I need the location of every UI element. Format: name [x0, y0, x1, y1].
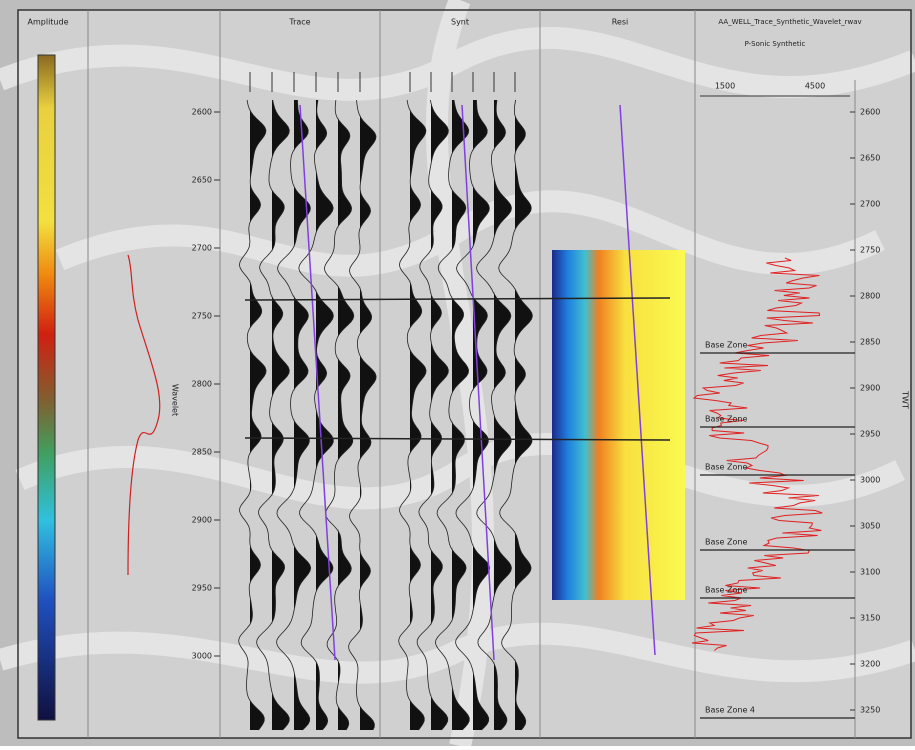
depth-label: 2900	[860, 384, 880, 393]
zone-label: Base Zone	[705, 538, 747, 547]
zone-label: Base Zone	[705, 415, 747, 424]
panel-title: Synt	[451, 18, 469, 27]
zone-label: Base Zone	[705, 586, 747, 595]
depth-label: 3050	[860, 522, 880, 531]
depth-label: 3250	[860, 706, 880, 715]
depth-label: 2800	[192, 380, 212, 389]
depth-label: 2700	[860, 200, 880, 209]
zone-label: Base Zone	[705, 463, 747, 472]
depth-label: 2700	[192, 244, 212, 253]
right-axis-title: TWT	[901, 390, 910, 409]
depth-label: 3150	[860, 614, 880, 623]
depth-label: 3100	[860, 568, 880, 577]
depth-label: 2900	[192, 516, 212, 525]
zone-label: Base Zone 4	[705, 706, 755, 715]
depth-label: 3200	[860, 660, 880, 669]
depth-label: 3000	[860, 476, 880, 485]
wavelet-label: Wavelet	[171, 384, 180, 416]
log-name: P-Sonic Synthetic	[745, 40, 806, 48]
depth-label: 2850	[192, 448, 212, 457]
depth-label: 2750	[192, 312, 212, 321]
log-scale-label: 1500	[715, 82, 735, 91]
colorbar	[38, 55, 55, 720]
depth-label: 2750	[860, 246, 880, 255]
depth-label: 3000	[192, 652, 212, 661]
log-scale-label: 4500	[805, 82, 825, 91]
depth-label: 2950	[192, 584, 212, 593]
depth-label: 2600	[860, 108, 880, 117]
well-name: AA_WELL_Trace_Synthetic_Wavelet_rwav	[718, 18, 861, 26]
depth-label: 2800	[860, 292, 880, 301]
screenshot: Amplitude Wavelet Trace Synt Resi AA_WEL…	[0, 0, 915, 746]
panel-title: Resi	[612, 18, 629, 27]
zone-label: Base Zone	[705, 341, 747, 350]
depth-label: 2950	[860, 430, 880, 439]
panel-title: Trace	[288, 18, 310, 27]
depth-label: 2650	[192, 176, 212, 185]
colorbar-title: Amplitude	[28, 18, 69, 27]
depth-label: 2850	[860, 338, 880, 347]
depth-label: 2650	[860, 154, 880, 163]
residual-image	[552, 250, 685, 600]
depth-label: 2600	[192, 108, 212, 117]
